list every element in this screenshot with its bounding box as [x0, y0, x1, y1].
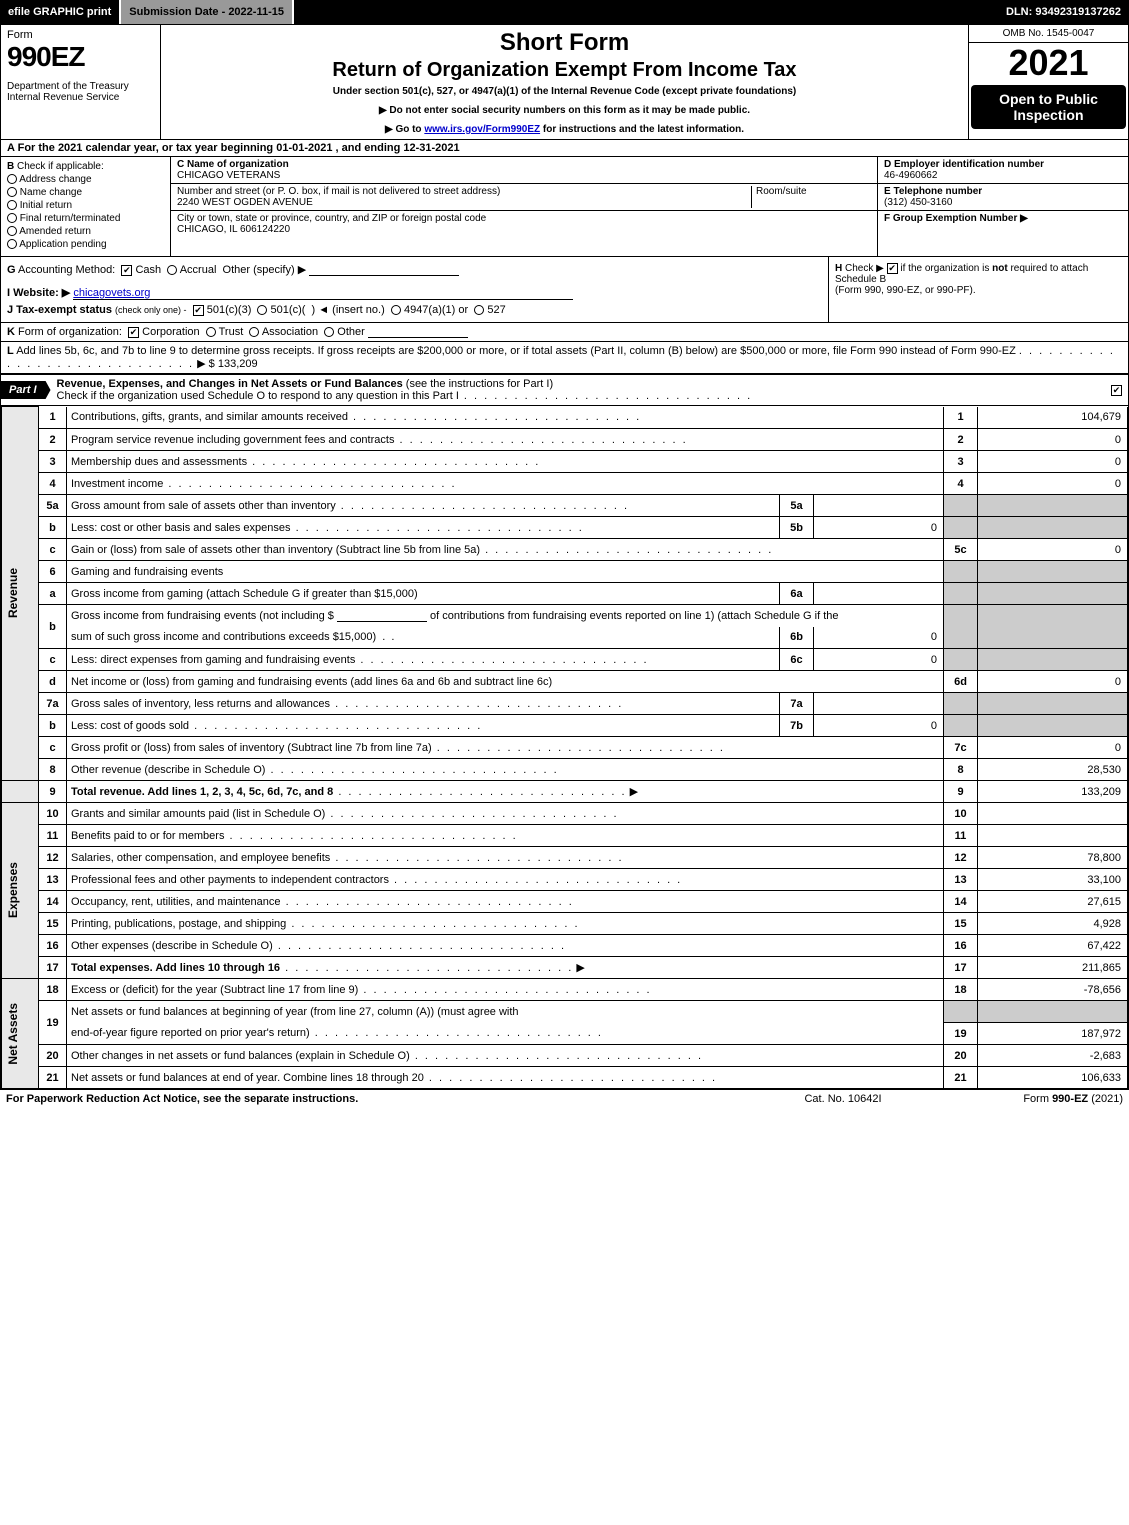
fundraising-amount-field[interactable]: [337, 621, 427, 622]
chk-schedule-b-not-required[interactable]: [887, 263, 898, 274]
dept-treasury: Department of the Treasury Internal Reve…: [7, 81, 154, 103]
chk-501c[interactable]: [257, 305, 267, 315]
footer-right: Form 990-EZ (2021): [943, 1093, 1123, 1105]
efile-print[interactable]: efile GRAPHIC print: [0, 0, 121, 24]
line-h: H Check ▶ if the organization is not req…: [828, 257, 1128, 322]
chk-name-change[interactable]: Name change: [7, 187, 164, 198]
line-i: I Website: ▶ chicagovets.org: [7, 286, 822, 300]
chk-trust[interactable]: [206, 327, 216, 337]
gross-receipts-value: 133,209: [218, 358, 258, 370]
chk-initial-return[interactable]: Initial return: [7, 200, 164, 211]
section-gh: G Accounting Method: Cash Accrual Other …: [1, 257, 1128, 323]
side-label-netassets: Net Assets: [6, 1003, 20, 1065]
chk-amended[interactable]: Amended return: [7, 226, 164, 237]
chk-accrual[interactable]: [167, 265, 177, 275]
street-label: Number and street (or P. O. box, if mail…: [177, 186, 747, 197]
room-suite-label: Room/suite: [751, 186, 871, 208]
chk-address-change[interactable]: Address change: [7, 174, 164, 185]
part-1-paren: (see the instructions for Part I): [406, 378, 553, 390]
dln: DLN: 93492319137262: [998, 0, 1129, 24]
part-1-tag: Part I: [1, 381, 51, 399]
line-i-label: I Website: ▶: [7, 287, 70, 299]
col-b-hdr: Check if applicable:: [17, 161, 104, 172]
line-l: L Add lines 5b, 6c, and 7b to line 9 to …: [1, 342, 1128, 374]
chk-4947[interactable]: [391, 305, 401, 315]
line-l-label: L: [7, 345, 14, 357]
line-a-text: For the 2021 calendar year, or tax year …: [18, 142, 460, 154]
ein-value: 46-4960662: [884, 170, 1122, 181]
note-ssn: ▶ Do not enter social security numbers o…: [169, 105, 960, 116]
section-bcdef: B Check if applicable: Address change Na…: [1, 157, 1128, 257]
line-g-text: Accounting Method:: [18, 264, 115, 276]
open-to-public: Open to Public Inspection: [971, 85, 1126, 129]
note-goto-post: for instructions and the latest informat…: [540, 124, 744, 135]
line-a: A For the 2021 calendar year, or tax yea…: [1, 140, 1128, 157]
part-1-header: Part I Revenue, Expenses, and Changes in…: [1, 374, 1128, 406]
line-h-label: H: [835, 263, 842, 274]
col-c-name-label: C Name of organization: [177, 159, 289, 170]
side-label-expenses: Expenses: [6, 862, 20, 918]
col-b-label: B: [7, 161, 14, 172]
line-j-label: J Tax-exempt status: [7, 304, 112, 316]
line-k-label: K: [7, 326, 15, 338]
line-k: K Form of organization: Corporation Trus…: [1, 323, 1128, 342]
title-long: Return of Organization Exempt From Incom…: [169, 59, 960, 82]
form-word: Form: [7, 29, 154, 41]
irs-link[interactable]: www.irs.gov/Form990EZ: [424, 124, 540, 135]
chk-501c3[interactable]: [193, 305, 204, 316]
col-b: B Check if applicable: Address change Na…: [1, 157, 171, 256]
col-def: D Employer identification number 46-4960…: [878, 157, 1128, 256]
tax-year: 2021: [969, 43, 1128, 83]
chk-corporation[interactable]: [128, 327, 139, 338]
city-value: CHICAGO, IL 606124220: [177, 224, 871, 235]
ein-label: D Employer identification number: [884, 159, 1122, 170]
chk-final-return[interactable]: Final return/terminated: [7, 213, 164, 224]
note-goto-pre: ▶ Go to: [385, 124, 424, 135]
chk-527[interactable]: [474, 305, 484, 315]
top-bar: efile GRAPHIC print Submission Date - 20…: [0, 0, 1129, 24]
page-footer: For Paperwork Reduction Act Notice, see …: [0, 1090, 1129, 1108]
chk-other-org[interactable]: [324, 327, 334, 337]
row-1-desc: Contributions, gifts, grants, and simila…: [71, 411, 348, 423]
phone-label: E Telephone number: [884, 186, 1122, 197]
form-header: Form 990EZ Department of the Treasury In…: [1, 25, 1128, 140]
row-1-rn: 1: [944, 407, 978, 429]
omb-number: OMB No. 1545-0047: [969, 25, 1128, 43]
title-subtitle: Under section 501(c), 527, or 4947(a)(1)…: [169, 86, 960, 97]
line-l-text: Add lines 5b, 6c, and 7b to line 9 to de…: [16, 345, 1016, 357]
chk-schedule-o-part1[interactable]: [1111, 385, 1122, 396]
chk-application-pending[interactable]: Application pending: [7, 239, 164, 250]
chk-association[interactable]: [249, 327, 259, 337]
form-number: 990EZ: [7, 41, 154, 73]
city-label: City or town, state or province, country…: [177, 213, 871, 224]
form-container: Form 990EZ Department of the Treasury In…: [0, 24, 1129, 1090]
footer-catno: Cat. No. 10642I: [743, 1093, 943, 1105]
org-name: CHICAGO VETERANS: [177, 170, 871, 181]
side-label-revenue: Revenue: [6, 568, 20, 618]
line-a-label: A: [7, 142, 15, 154]
line-g: G Accounting Method: Cash Accrual Other …: [7, 263, 822, 276]
group-exemption-label: F Group Exemption Number ▶: [884, 213, 1122, 224]
line-g-label: G: [7, 264, 16, 276]
line-j: J Tax-exempt status (check only one) - 5…: [7, 304, 822, 316]
row-1-amt: 104,679: [978, 407, 1128, 429]
chk-cash[interactable]: [121, 265, 132, 276]
submission-date: Submission Date - 2022-11-15: [121, 0, 294, 24]
part-1-table: Revenue 1 Contributions, gifts, grants, …: [1, 406, 1128, 1089]
website-link[interactable]: chicagovets.org: [73, 287, 573, 300]
phone-value: (312) 450-3160: [884, 197, 1122, 208]
part-1-title: Revenue, Expenses, and Changes in Net As…: [57, 378, 403, 390]
part-1-checkline: Check if the organization used Schedule …: [57, 390, 459, 402]
col-c: C Name of organization CHICAGO VETERANS …: [171, 157, 878, 256]
footer-left: For Paperwork Reduction Act Notice, see …: [6, 1093, 743, 1105]
note-goto: ▶ Go to www.irs.gov/Form990EZ for instru…: [169, 124, 960, 135]
other-specify-field[interactable]: [309, 275, 459, 276]
row-1-num: 1: [39, 407, 67, 429]
street-value: 2240 WEST OGDEN AVENUE: [177, 197, 747, 208]
title-short: Short Form: [169, 29, 960, 57]
other-org-field[interactable]: [368, 337, 468, 338]
